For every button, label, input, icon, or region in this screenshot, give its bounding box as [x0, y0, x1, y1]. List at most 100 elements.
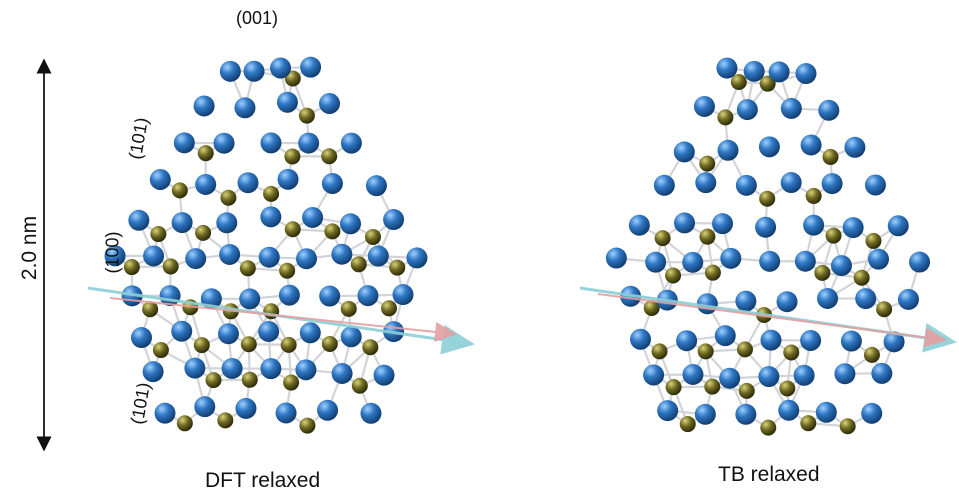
large-atom [883, 331, 905, 353]
small-atom [193, 337, 210, 354]
large-atom [759, 250, 781, 272]
small-atom [665, 267, 682, 284]
large-atom [149, 168, 171, 190]
large-atom [676, 330, 698, 352]
small-atom [362, 339, 379, 356]
large-atom [173, 132, 195, 154]
large-atom [736, 99, 758, 121]
large-atom [239, 288, 261, 310]
scale-bar-label: 2.0 nm [18, 215, 42, 281]
tb-relaxed-caption: TB relaxed [718, 463, 820, 486]
large-atom [716, 57, 738, 79]
large-atom [340, 213, 362, 235]
large-atom [717, 139, 739, 161]
small-atom [760, 419, 777, 436]
large-atom [755, 216, 777, 238]
large-atom [844, 136, 866, 158]
small-atom [814, 264, 831, 281]
large-atom [185, 248, 207, 270]
small-atom [800, 415, 817, 432]
large-atom [720, 247, 742, 269]
large-atom [296, 248, 318, 270]
small-atom [699, 228, 716, 245]
small-atom [298, 107, 315, 124]
large-atom [795, 63, 817, 85]
small-atom [736, 341, 753, 358]
large-atom [406, 247, 428, 269]
large-atom [760, 329, 782, 351]
small-atom [239, 260, 256, 277]
facet-label-100: (100) [102, 231, 123, 274]
right-axis-pink [597, 293, 947, 348]
small-atom [697, 343, 714, 360]
large-atom [235, 397, 257, 419]
large-atom [643, 364, 665, 386]
large-atom [128, 209, 150, 231]
large-atom [855, 288, 877, 310]
small-atom [704, 378, 721, 395]
large-atom [321, 172, 343, 194]
tb-relaxed-structure [605, 57, 931, 436]
small-atom [865, 232, 882, 249]
large-atom [184, 357, 206, 379]
large-atom [861, 402, 883, 424]
large-atom [743, 60, 765, 82]
large-atom [143, 245, 165, 267]
large-atom [260, 132, 282, 154]
small-atom [340, 300, 357, 317]
small-atom [176, 415, 193, 432]
small-atom [299, 417, 316, 434]
large-atom [673, 141, 695, 163]
large-atom [295, 359, 317, 381]
large-atom [780, 97, 802, 119]
large-atom [821, 173, 843, 195]
small-atom [241, 371, 258, 388]
large-atom [195, 173, 217, 195]
large-atom [682, 251, 704, 273]
large-atom [630, 328, 652, 350]
large-atom [714, 325, 736, 347]
small-atom [284, 221, 301, 238]
small-atom [171, 182, 188, 199]
large-atom [800, 134, 822, 156]
small-atom [152, 342, 169, 359]
large-atom [331, 362, 353, 384]
large-atom [299, 322, 321, 344]
large-atom [735, 403, 757, 425]
large-atom [277, 168, 299, 190]
small-atom [240, 336, 257, 353]
small-atom [280, 336, 297, 353]
large-atom [682, 363, 704, 385]
large-atom [300, 56, 322, 78]
small-atom [205, 372, 222, 389]
small-atom [197, 145, 214, 162]
large-atom [868, 248, 890, 270]
large-atom [693, 95, 715, 117]
small-atom [220, 189, 237, 206]
large-atom [803, 214, 825, 236]
large-atom [373, 364, 395, 386]
small-atom [822, 148, 839, 165]
large-atom [142, 361, 164, 383]
large-atom [194, 396, 216, 418]
large-atom [260, 206, 282, 228]
large-atom [331, 243, 353, 265]
large-atom [340, 326, 362, 348]
large-atom [193, 95, 215, 117]
small-atom [283, 374, 300, 391]
small-atom [825, 227, 842, 244]
small-atom [738, 382, 755, 399]
large-atom [830, 255, 852, 277]
large-atom [317, 399, 339, 421]
large-atom [319, 92, 341, 114]
small-atom [279, 262, 296, 279]
facet-label-001: (001) [236, 8, 279, 28]
dft-relaxed-structure [104, 56, 428, 434]
small-atom [876, 301, 893, 318]
large-atom [758, 366, 780, 388]
small-atom [263, 185, 280, 202]
large-atom [258, 320, 280, 342]
large-atom [909, 251, 931, 273]
large-atom [793, 364, 815, 386]
